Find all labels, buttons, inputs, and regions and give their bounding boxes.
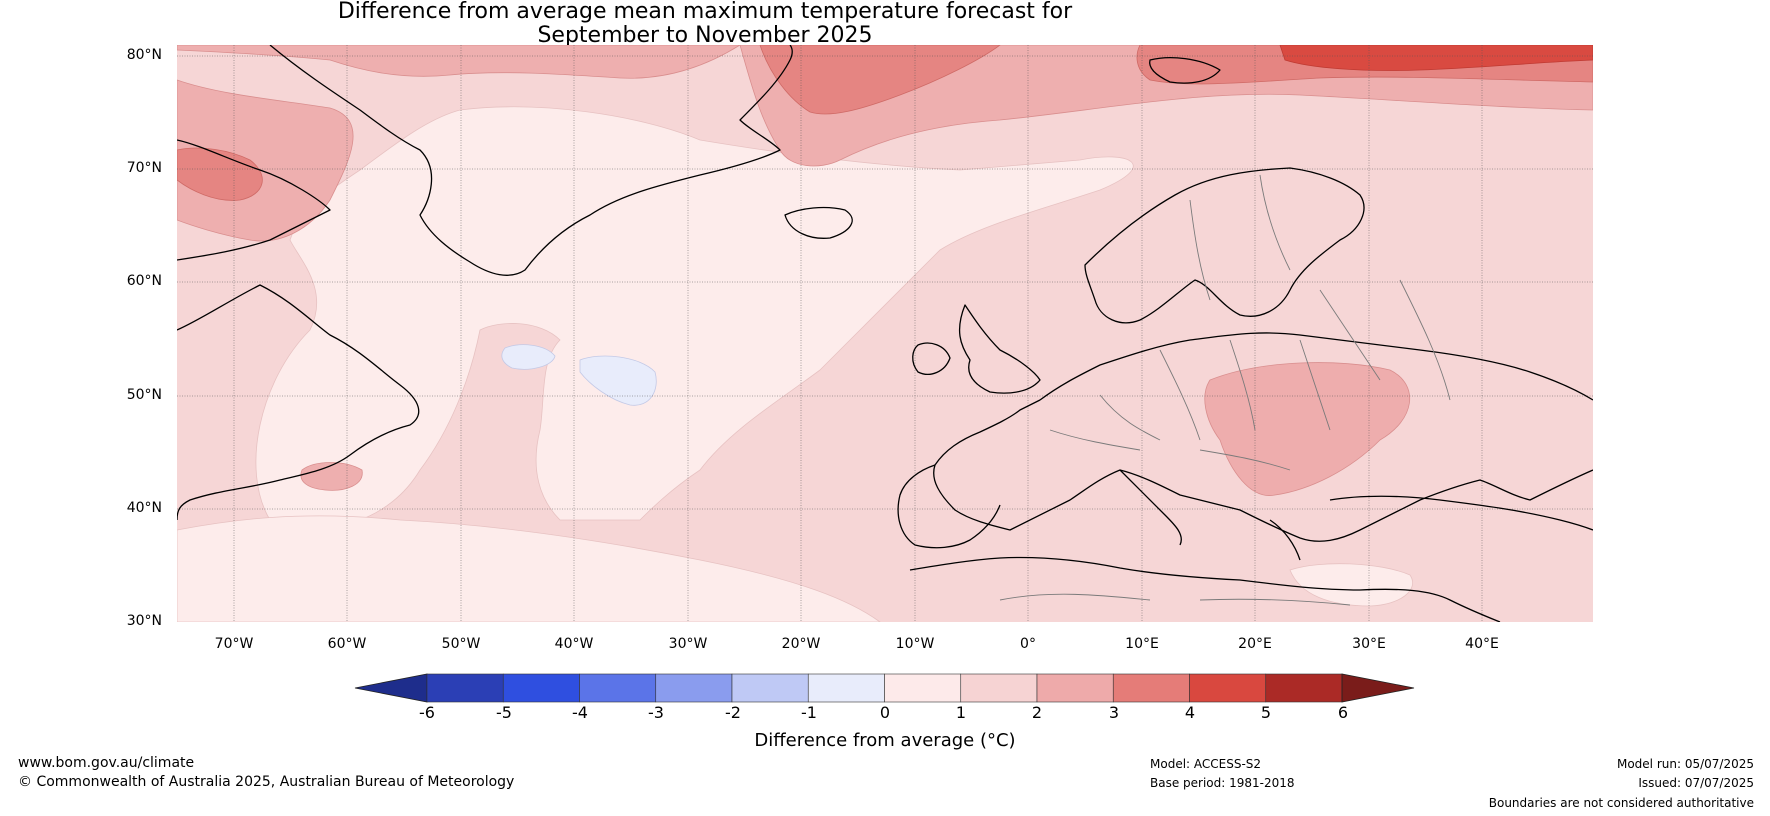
base-period-text: Base period: 1981-2018 <box>1150 776 1295 790</box>
colorbar-bin <box>807 673 885 703</box>
coast-north-africa <box>909 556 1501 622</box>
lat-label-50n: 50°N <box>126 387 162 403</box>
lon-label-60w: 60°W <box>327 636 367 652</box>
colorbar-tick: 5 <box>1260 703 1272 722</box>
graticule <box>177 45 1593 622</box>
lon-label-40e: 40°E <box>1465 636 1499 652</box>
colorbar-extend-low <box>354 673 428 703</box>
anomaly-region-neg1-0-b <box>579 355 657 406</box>
coast-baffin <box>177 139 331 261</box>
lat-label-40n: 40°N <box>126 500 162 516</box>
lon-label-30e: 30°E <box>1352 636 1386 652</box>
anomaly-region-3-4-baffin <box>177 147 263 201</box>
map-panel <box>177 45 1593 622</box>
anomaly-region-0-1-med <box>1289 563 1413 607</box>
lon-label-30w: 30°W <box>668 636 708 652</box>
colorbar-tick: -1 <box>801 703 817 722</box>
lon-label-50w: 50°W <box>441 636 481 652</box>
model-text: Model: ACCESS-S2 <box>1150 757 1262 771</box>
colorbar-tick: 0 <box>879 703 891 722</box>
lon-label-20w: 20°W <box>781 636 821 652</box>
map-title: Difference from average mean maximum tem… <box>0 0 1410 48</box>
colorbar-bin <box>960 673 1038 703</box>
coast-greenland <box>269 45 793 276</box>
lat-label-60n: 60°N <box>126 273 162 289</box>
title-line-2: September to November 2025 <box>537 23 873 48</box>
colorbar-bin <box>1189 673 1267 703</box>
colorbar-bin <box>655 673 733 703</box>
coast-svalbard <box>1149 57 1221 84</box>
coast-iberia <box>897 464 1001 549</box>
coast-labrador <box>177 284 420 521</box>
coast-iceland <box>784 206 853 239</box>
colorbar <box>354 673 1415 703</box>
colorbar-tick: 3 <box>1108 703 1120 722</box>
colorbar-tick: -3 <box>648 703 664 722</box>
colorbar-bin <box>884 673 962 703</box>
coast-ireland <box>912 342 951 375</box>
issued-text: Issued: 07/07/2025 <box>1638 776 1754 790</box>
copyright-text: © Commonwealth of Australia 2025, Austra… <box>18 774 515 790</box>
anomaly-region-4-5-barents <box>1279 45 1593 71</box>
title-line-1: Difference from average mean maximum tem… <box>337 0 1073 24</box>
lat-label-70n: 70°N <box>126 160 162 176</box>
colorbar-bin <box>502 673 580 703</box>
coast-continental-europe <box>933 332 1593 542</box>
colorbar-bin <box>426 673 504 703</box>
lon-label-10w: 10°W <box>895 636 935 652</box>
lon-label-40w: 40°W <box>554 636 594 652</box>
model-run-text: Model run: 05/07/2025 <box>1616 757 1754 771</box>
colorbar-bin <box>1265 673 1343 703</box>
anomaly-region-2-3-europe <box>1204 362 1411 496</box>
coast-scandinavia <box>1084 167 1365 324</box>
colorbar-label: Difference from average (°C) <box>754 730 1016 751</box>
colorbar-tick: 2 <box>1031 703 1043 722</box>
colorbar-tick: 6 <box>1337 703 1349 722</box>
anomaly-region-0-1 <box>255 106 1134 528</box>
colorbar-bin <box>1112 673 1190 703</box>
coast-greece-turkey <box>1269 495 1593 561</box>
country-borders <box>999 174 1451 606</box>
colorbar-bin <box>579 673 657 703</box>
colorbar-bin <box>1036 673 1114 703</box>
colorbar-tick: 4 <box>1184 703 1196 722</box>
lon-label-70w: 70°W <box>214 636 254 652</box>
anomaly-region-0-1-south <box>177 515 881 622</box>
anomaly-region-neg1-0-a <box>501 344 556 370</box>
coast-britain <box>958 304 1041 394</box>
anomaly-region-2-3-newfoundland <box>300 462 363 491</box>
lon-label-0: 0° <box>1020 636 1036 652</box>
colorbar-bin <box>731 673 809 703</box>
colorbar-extend-high <box>1341 673 1415 703</box>
colorbar-tick: 1 <box>955 703 967 722</box>
disclaimer-text: Boundaries are not considered authoritat… <box>1488 796 1754 810</box>
website-text: www.bom.gov.au/climate <box>18 755 195 771</box>
coastlines <box>177 45 1593 622</box>
lon-label-20e: 20°E <box>1238 636 1272 652</box>
lat-label-80n: 80°N <box>126 47 162 63</box>
anomaly-region-3-4-greenland <box>759 45 1001 115</box>
coast-italy <box>1119 469 1182 546</box>
colorbar-tick: -5 <box>496 703 512 722</box>
lat-label-30n: 30°N <box>126 613 162 629</box>
colorbar-tick: -2 <box>725 703 741 722</box>
anomaly-region-2-3-greenland <box>177 45 741 79</box>
lon-label-10e: 10°E <box>1125 636 1159 652</box>
colorbar-tick: -6 <box>419 703 435 722</box>
anomaly-region-2-3-baffin <box>177 79 354 242</box>
colorbar-tick: -4 <box>572 703 588 722</box>
